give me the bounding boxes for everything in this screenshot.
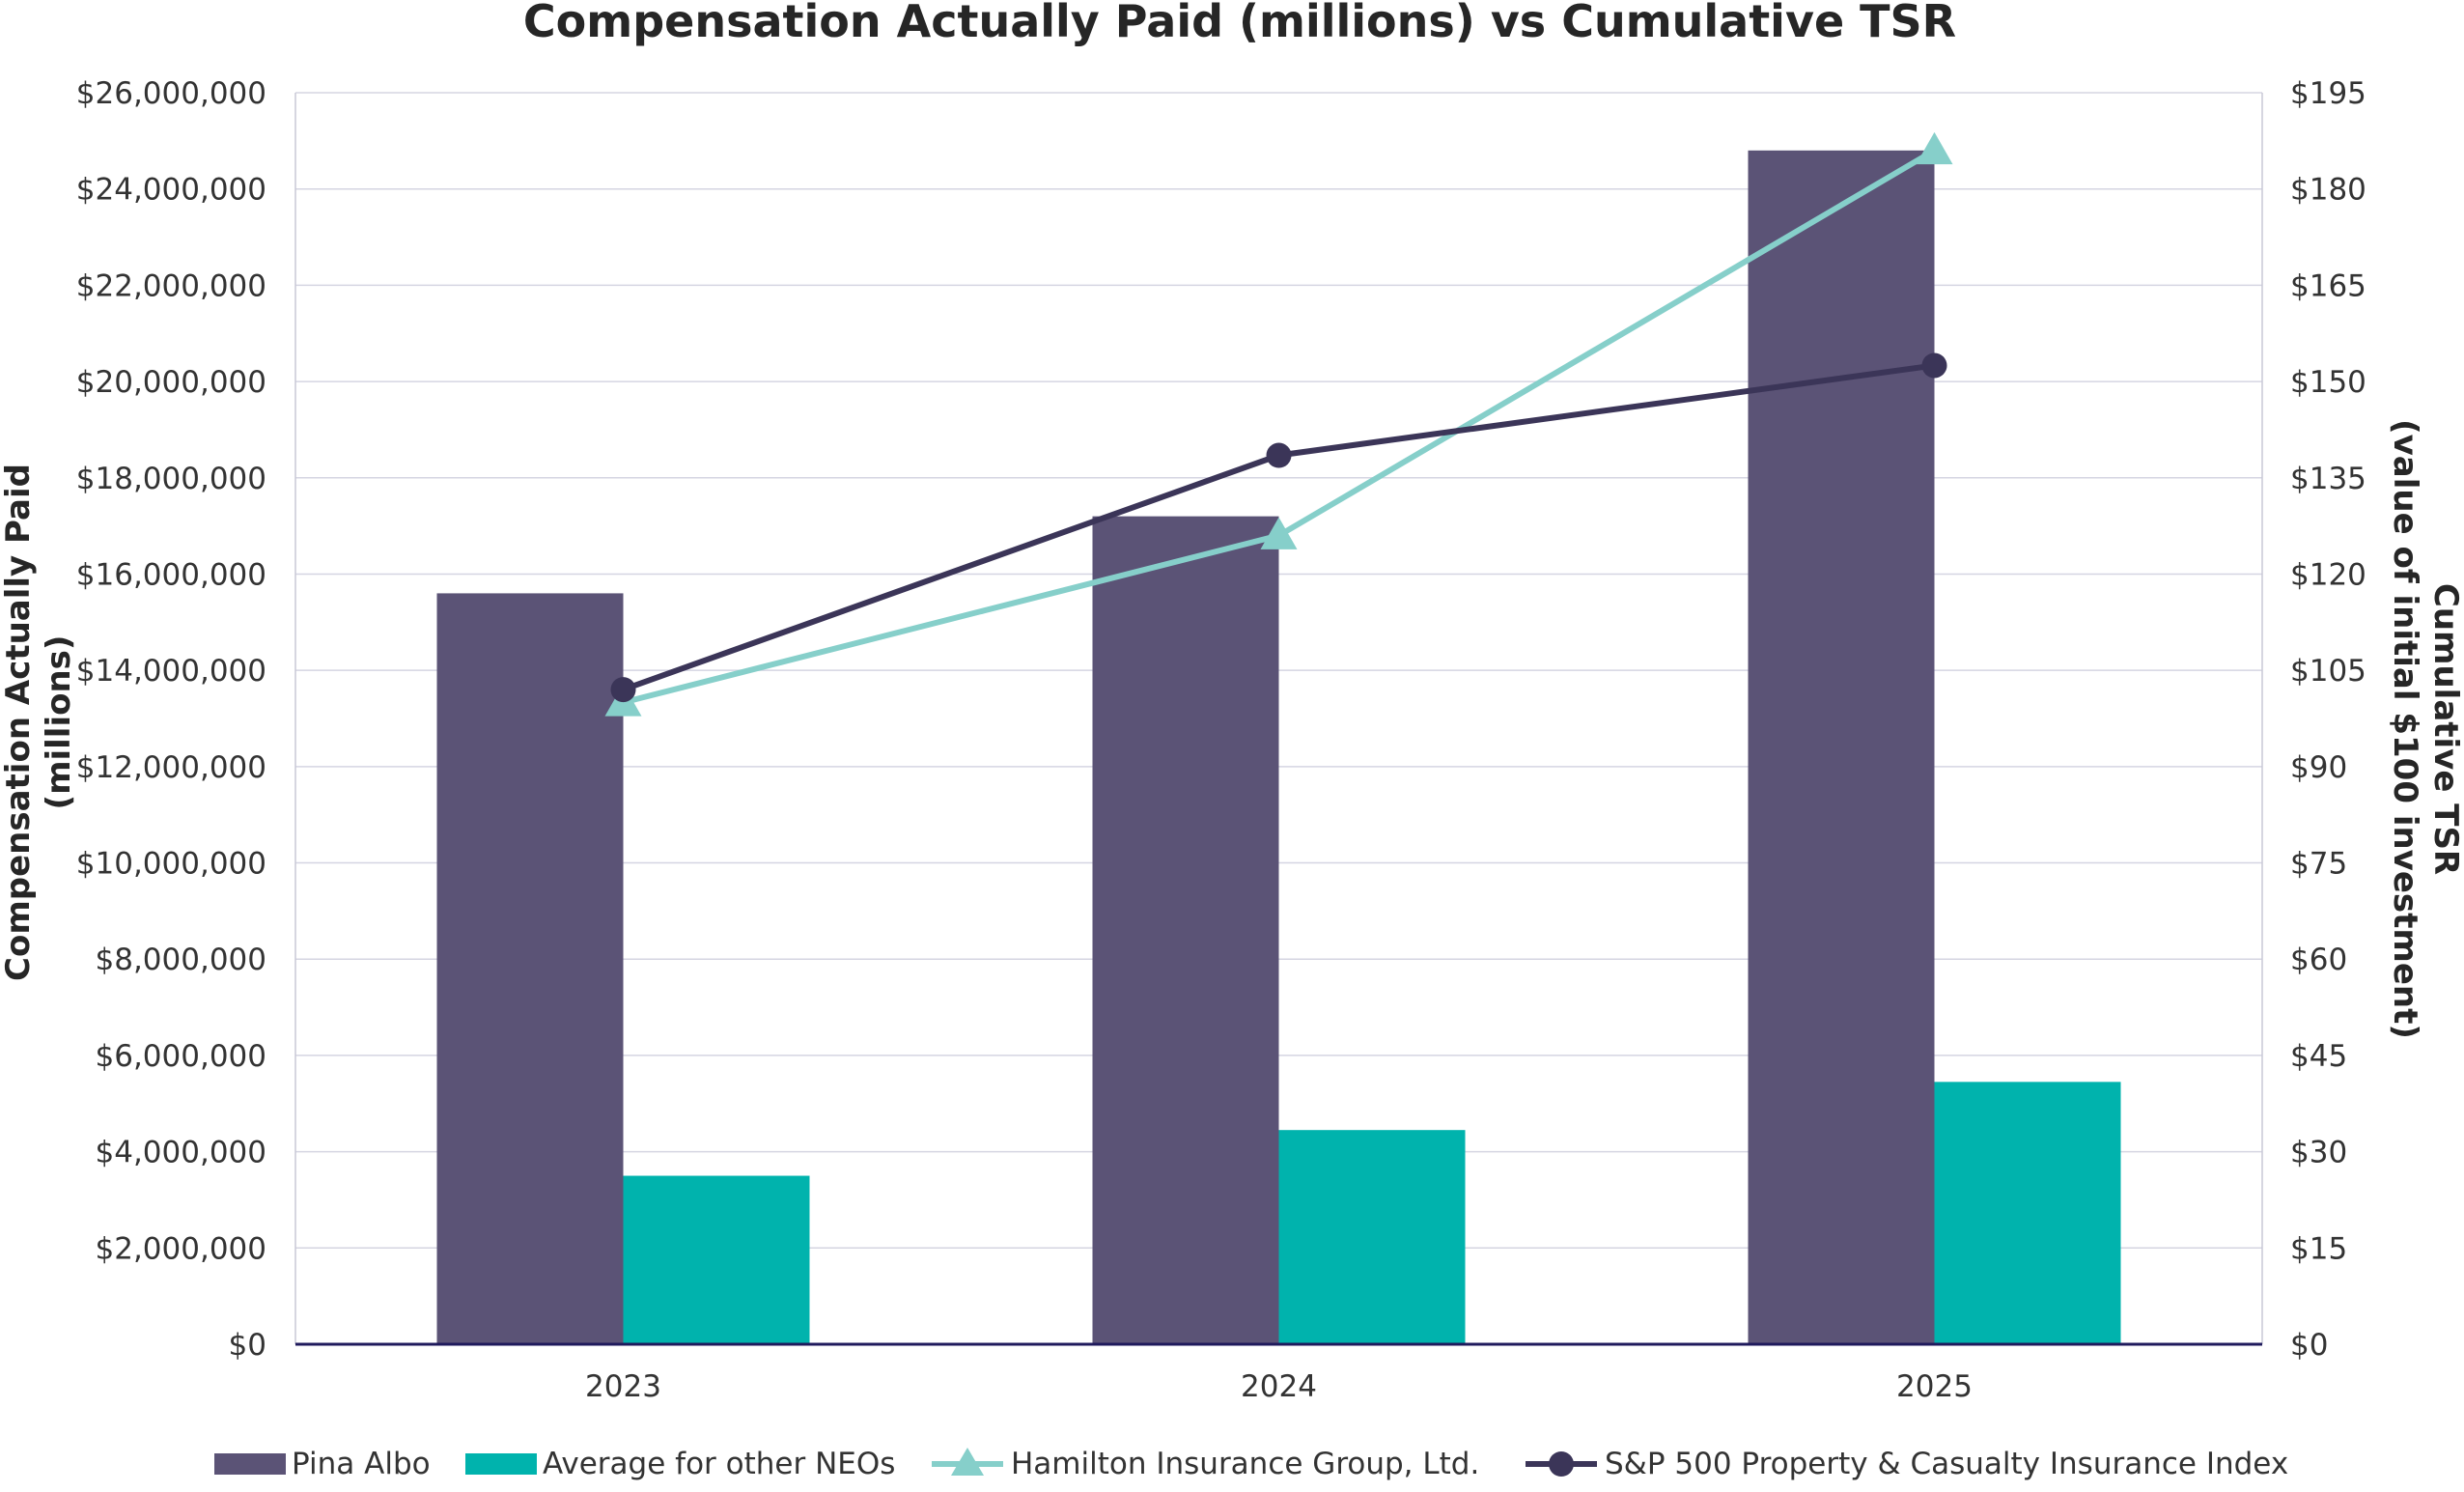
y-tick-label: $22,000,000	[76, 268, 266, 303]
y2-tick-label: $120	[2290, 557, 2366, 592]
bar-pina-albo-2025	[1748, 150, 1935, 1344]
x-tick-label-2024: 2024	[1241, 1369, 1317, 1404]
legend: Pina Albo Average for other NEOs Hamilton …	[214, 1447, 2288, 1481]
y-axis-title-line1: Compensation Actually Paid	[0, 464, 38, 981]
y2-tick-label: $75	[2290, 847, 2347, 882]
y-axis-title-line2: (millions)	[40, 635, 78, 810]
y2-tick-label: $45	[2290, 1039, 2347, 1074]
y-axis-ticks: $0 $2,000,000 $4,000,000 $6,000,000 $8,000,0…	[76, 76, 266, 1363]
y2-tick-label: $150	[2290, 365, 2366, 400]
bar-other-neos-2025	[1934, 1082, 2121, 1344]
x-tick-label-2023: 2023	[585, 1369, 661, 1404]
legend-item-pina-albo-label: Pina Albo	[292, 1447, 431, 1481]
legend-item-hamilton-marker	[951, 1448, 984, 1476]
marker-sp500-2023	[610, 677, 636, 703]
y2-tick-label: $30	[2290, 1136, 2347, 1170]
legend-item-sp500-pc-index: S&P 500 Property & Casualty Insurance In…	[1526, 1447, 2288, 1481]
y-tick-label: $26,000,000	[76, 76, 266, 111]
y2-tick-label: $60	[2290, 943, 2347, 977]
marker-sp500-2024	[1266, 442, 1292, 468]
y2-tick-label: $135	[2290, 462, 2366, 496]
y2-tick-label: $15	[2290, 1231, 2347, 1266]
y-tick-label: $8,000,000	[96, 943, 267, 977]
x-tick-label-2025: 2025	[1896, 1369, 1973, 1404]
y2-tick-label: $195	[2290, 76, 2366, 111]
legend-item-sp500-pc-index-label: S&P 500 Property & Casualty Insurance In…	[1605, 1447, 2288, 1481]
y-tick-label: $14,000,000	[76, 654, 266, 689]
chart-title: Compensation Actually Paid (millions) vs…	[523, 0, 1956, 47]
bar-other-neos-2023	[623, 1175, 810, 1344]
x-axis-ticks: 2023 2024 2025	[585, 1369, 1973, 1404]
y-tick-label: $16,000,000	[76, 557, 266, 592]
legend-item-pina-albo-swatch	[214, 1453, 286, 1475]
y2-axis-title-line1: Cumulative TSR	[2426, 583, 2464, 875]
legend-item-other-neos: Average for other NEOs	[465, 1447, 895, 1481]
bar-pina-albo-2024	[1092, 516, 1279, 1344]
y2-tick-label: $165	[2290, 268, 2366, 303]
axes	[294, 93, 2263, 1346]
y-tick-label: $2,000,000	[96, 1231, 267, 1266]
y2-axis-ticks: $0 $15 $30 $45 $60 $75 $90 $105 $120 $135 $150 $165…	[2290, 76, 2366, 1363]
y-tick-label: $0	[229, 1328, 266, 1363]
marker-sp500-2025	[1921, 352, 1947, 379]
y2-tick-label: $180	[2290, 173, 2366, 208]
marker-hamilton-2025	[1916, 131, 1953, 165]
y2-tick-label: $0	[2290, 1328, 2328, 1363]
y-tick-label: $10,000,000	[76, 847, 266, 882]
y-tick-label: $6,000,000	[96, 1039, 267, 1074]
y-tick-label: $18,000,000	[76, 462, 266, 496]
y-tick-label: $12,000,000	[76, 750, 266, 785]
legend-item-hamilton: Hamilton Insurance Group, Ltd.	[932, 1447, 1479, 1481]
tsr-lines	[604, 131, 1953, 717]
legend-item-sp500-pc-index-marker	[1549, 1451, 1574, 1477]
y-tick-label: $24,000,000	[76, 173, 266, 208]
marker-hamilton-2024	[1260, 517, 1298, 549]
y-tick-label: $20,000,000	[76, 365, 266, 400]
y2-axis-title-line2: (value of initial $100 investment)	[2386, 419, 2424, 1039]
y2-tick-label: $105	[2290, 654, 2366, 689]
legend-item-hamilton-label: Hamilton Insurance Group, Ltd.	[1011, 1447, 1479, 1481]
y-tick-label: $4,000,000	[96, 1136, 267, 1170]
y2-tick-label: $90	[2290, 750, 2347, 785]
legend-item-other-neos-swatch	[465, 1453, 537, 1475]
bar-pina-albo-2023	[436, 593, 624, 1344]
legend-item-other-neos-label: Average for other NEOs	[543, 1447, 895, 1481]
bar-other-neos-2024	[1278, 1130, 1466, 1344]
bars	[436, 150, 2121, 1344]
legend-item-pina-albo: Pina Albo	[214, 1447, 431, 1481]
